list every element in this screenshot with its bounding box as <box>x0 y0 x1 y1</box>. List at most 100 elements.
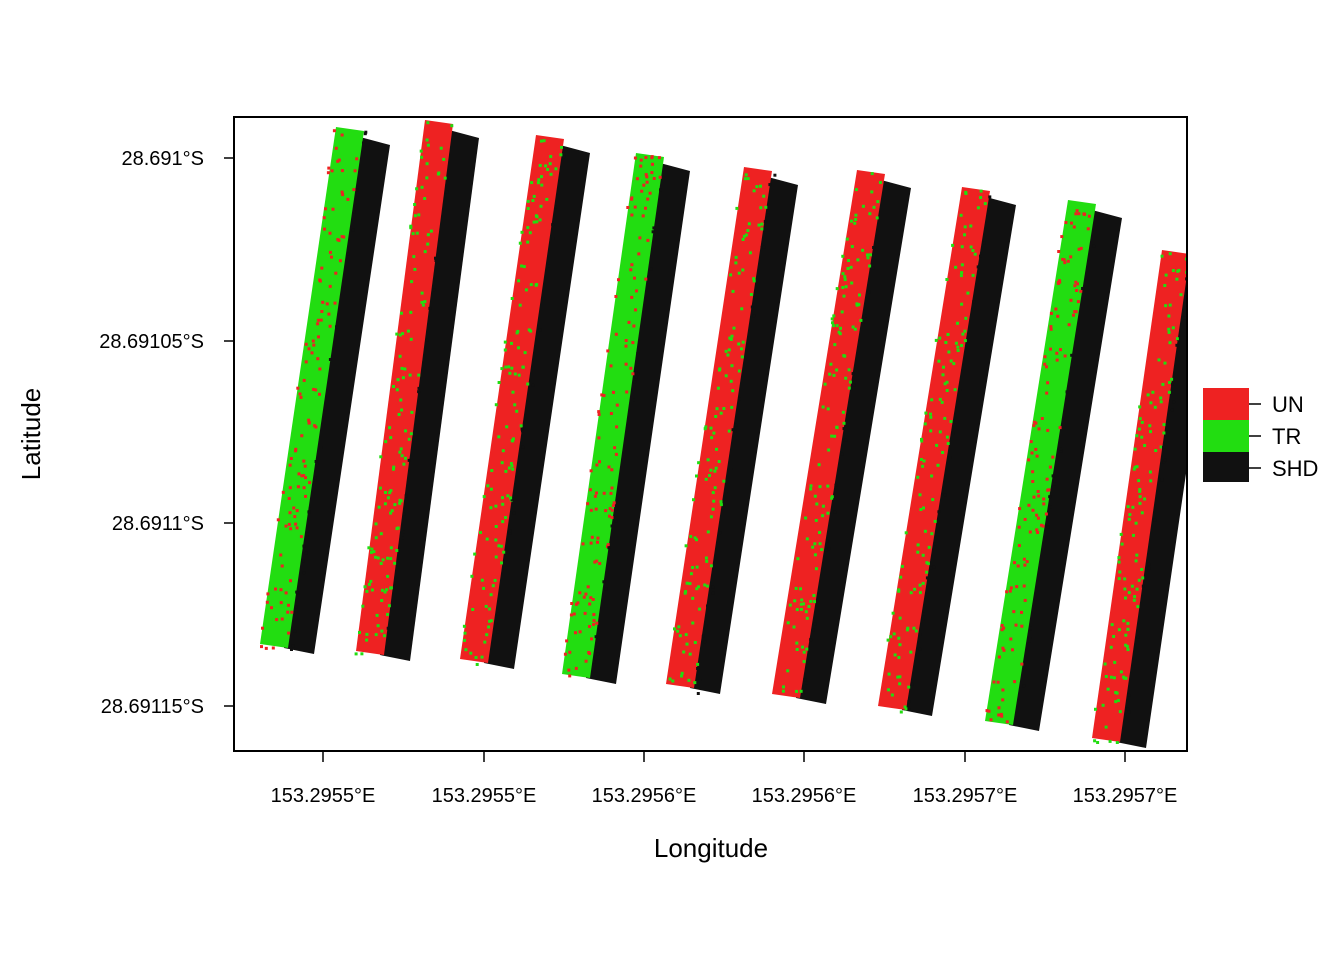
strip-1-pixel <box>340 235 344 239</box>
strip-6-pixel <box>859 318 863 322</box>
strip-5-pixel <box>684 633 688 637</box>
strip-2-pixel <box>389 557 393 561</box>
strip-2-pixel <box>379 532 383 536</box>
strip-2-pixel <box>442 157 446 161</box>
strip-8-pixel <box>1032 495 1036 499</box>
strip-3-pixel <box>513 372 517 376</box>
strip-2-pixel <box>398 354 402 358</box>
strip-4-pixel <box>658 175 662 179</box>
strip-2-pixel <box>420 291 424 295</box>
strip-9-pixel <box>1126 707 1130 711</box>
strip-4-pixel <box>650 155 654 159</box>
strip-6-pixel <box>838 332 842 336</box>
strip-3-pixel <box>540 175 543 179</box>
strip-3-pixel <box>526 199 530 203</box>
strip-9-pixel <box>1127 591 1131 595</box>
strip-9-pixel <box>1131 505 1135 509</box>
strip-6-pixel <box>792 625 796 629</box>
strip-8-pixel <box>1079 246 1083 250</box>
strip-2-pixel <box>401 536 405 540</box>
strip-5-pixel <box>698 678 702 682</box>
strip-5-pixel <box>691 566 695 569</box>
strip-6-pixel <box>842 427 846 431</box>
strip-3-pixel <box>521 445 525 449</box>
strip-2-pixel <box>426 143 430 147</box>
strip-5-pixel <box>722 407 726 410</box>
strip-6-pixel <box>847 368 851 372</box>
strip-2-pixel <box>383 502 387 506</box>
strip-9-pixel <box>1132 533 1135 537</box>
strip-2-pixel <box>420 185 424 189</box>
strip-1-pixel <box>310 351 314 355</box>
strip-1-pixel <box>323 227 326 231</box>
strip-8-pixel <box>1035 454 1039 458</box>
strip-3-pixel <box>538 328 542 332</box>
strip-4-pixel <box>612 501 616 505</box>
strip-9-pixel <box>1140 568 1144 571</box>
strip-3-pixel <box>483 640 487 644</box>
strip-4-pixel <box>595 621 599 625</box>
strip-6-pixel <box>856 258 860 262</box>
strip-2-pixel <box>374 536 378 540</box>
x-axis-title: Longitude <box>654 833 768 863</box>
strip-7-pixel <box>897 656 901 659</box>
strip-1-pixel <box>279 553 283 557</box>
strip-6-pixel <box>812 594 816 597</box>
strip-1-pixel <box>279 588 283 592</box>
strip-2-pixel <box>386 574 390 578</box>
strip-5-pixel <box>731 389 735 393</box>
strip-5-pixel <box>752 314 756 318</box>
strip-6-pixel <box>833 343 837 347</box>
strip-7-pixel <box>969 224 973 228</box>
strip-6-pixel <box>799 602 803 606</box>
strip-1-pixel <box>340 169 344 173</box>
strip-8-pixel <box>1036 516 1040 520</box>
strip-7-pixel <box>953 388 957 392</box>
strip-8-pixel <box>1035 513 1039 517</box>
strip-9-pixel <box>1153 405 1157 409</box>
strip-1-pixel <box>287 631 291 635</box>
strip-1-band <box>260 127 364 648</box>
strip-5-pixel <box>773 173 777 177</box>
strip-2-pixel <box>417 373 421 377</box>
strip-3-pixel <box>513 403 517 407</box>
strip-6-pixel <box>793 599 797 603</box>
strip-9-pixel <box>1143 444 1147 447</box>
strip-2-pixel <box>388 491 392 495</box>
strip-3-pixel <box>480 578 484 582</box>
strip-5-pixel <box>755 185 759 189</box>
strip-7-pixel <box>909 650 913 654</box>
strip-7-pixel <box>896 675 900 679</box>
strip-6-pixel <box>840 310 844 314</box>
strip-6-pixel <box>805 616 809 620</box>
strip-6-pixel <box>805 647 809 651</box>
strip-6-pixel <box>795 608 799 612</box>
strip-4-pixel <box>629 268 633 272</box>
strip-8-pixel <box>1067 323 1071 327</box>
strip-6-pixel <box>830 495 834 499</box>
strip-5-pixel <box>730 364 734 368</box>
strip-9-pixel <box>1153 518 1157 522</box>
strip-5-pixel <box>703 640 707 644</box>
strip-8-pixel <box>1022 557 1026 561</box>
strip-4-pixel <box>615 403 619 407</box>
strip-6-pixel <box>830 317 834 321</box>
strip-4-pixel <box>602 394 606 397</box>
strip-7-pixel <box>918 633 922 636</box>
strip-7-pixel <box>954 341 958 345</box>
strip-9-pixel <box>1147 566 1151 570</box>
strip-1-pixel <box>304 476 307 480</box>
strip-9-pixel <box>1157 487 1160 491</box>
strip-3-pixel <box>482 495 486 499</box>
strip-7-pixel <box>966 291 970 295</box>
strip-9-pixel <box>1115 741 1119 744</box>
strip-8-pixel <box>1020 624 1024 628</box>
strip-1-pixel <box>307 347 311 351</box>
strip-1-pixel <box>328 324 332 328</box>
strip-4-pixel <box>644 206 647 210</box>
strip-6-pixel <box>858 293 861 297</box>
strip-5-pixel <box>709 468 713 472</box>
strip-1-pixel <box>304 551 308 555</box>
strip-7-pixel <box>923 529 927 533</box>
strip-9-pixel <box>1176 269 1180 273</box>
